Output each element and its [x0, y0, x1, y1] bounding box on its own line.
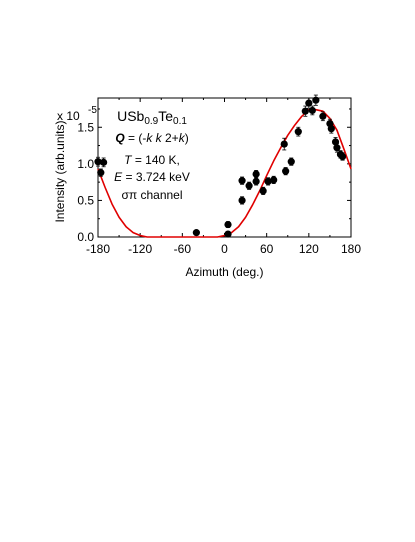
data-point	[308, 106, 316, 115]
title-sub1: 0.9	[144, 116, 158, 127]
x-tick-label: -180	[86, 242, 110, 256]
title-base: USb	[117, 108, 144, 124]
q-vector-annotation: Q = (-k k 2+k)	[115, 131, 188, 145]
t-symbol: T	[124, 153, 133, 167]
data-point	[319, 112, 327, 120]
channel-annotation: σπ channel	[121, 188, 182, 202]
y-tick-label: 0.5	[77, 193, 94, 207]
e-value: = 3.724 keV	[122, 170, 190, 184]
data-point	[224, 230, 232, 238]
q-k1: k	[146, 131, 153, 145]
x-tick-label: 60	[260, 242, 274, 256]
points-layer	[94, 94, 347, 238]
data-point	[301, 107, 309, 115]
data-point	[192, 229, 200, 237]
e-symbol: E	[114, 170, 123, 184]
data-point	[333, 144, 341, 152]
data-point	[280, 140, 288, 148]
data-point	[94, 158, 102, 166]
data-point	[252, 177, 260, 185]
y-multiplier-exponent: -5	[88, 105, 97, 116]
temperature-annotation: T = 140 K,	[124, 153, 180, 167]
q-k3: k	[179, 131, 186, 145]
data-point	[264, 177, 272, 185]
y-axis-label: Intensity (arb.units)	[53, 120, 67, 222]
y-tick-label: 1.5	[77, 120, 94, 134]
t-value: = 140 K,	[131, 153, 179, 167]
data-point	[100, 158, 108, 166]
data-point	[224, 220, 232, 229]
q-symbol: Q	[115, 131, 125, 145]
y-multiplier-base: x 10	[57, 109, 80, 123]
data-point	[287, 158, 295, 166]
data-point	[238, 177, 246, 185]
data-point	[305, 99, 313, 107]
data-point	[327, 125, 335, 133]
x-tick-label: 120	[299, 242, 319, 256]
y-tick-label: 0.0	[77, 230, 94, 244]
title-sub2: 0.1	[173, 116, 187, 127]
data-point	[238, 196, 246, 205]
q-prefix: = (-	[125, 131, 147, 145]
x-tick-label: 0	[221, 242, 228, 256]
data-point	[282, 167, 290, 175]
chart-title: USb0.9Te0.1	[117, 108, 187, 127]
data-point	[245, 182, 253, 190]
q-mid: 2+	[162, 131, 179, 145]
q-close: )	[185, 131, 189, 145]
title-mid: Te	[158, 108, 173, 124]
energy-annotation: E = 3.724 keV	[114, 170, 190, 184]
q-k2: k	[156, 131, 163, 145]
data-point	[259, 187, 267, 195]
x-axis-label: Azimuth (deg.)	[185, 265, 263, 279]
data-point	[338, 152, 347, 161]
x-tick-label: -60	[174, 242, 192, 256]
data-point	[97, 169, 105, 177]
data-point	[312, 96, 320, 104]
y-tick-label: 1.0	[77, 157, 94, 171]
data-point	[252, 170, 260, 178]
data-point	[270, 176, 278, 184]
x-tick-label: -120	[128, 242, 152, 256]
data-point	[294, 128, 302, 136]
x-tick-label: 180	[341, 242, 361, 256]
